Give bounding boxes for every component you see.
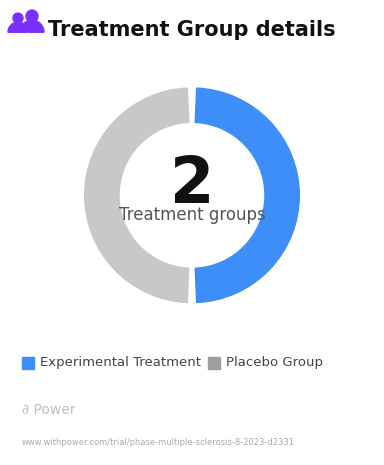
Text: Experimental Treatment: Experimental Treatment (40, 356, 201, 369)
Circle shape (26, 10, 38, 22)
Text: 2: 2 (170, 153, 214, 216)
Text: Placebo Group: Placebo Group (226, 356, 323, 369)
Text: Treatment groups: Treatment groups (119, 206, 265, 224)
Wedge shape (20, 20, 44, 32)
Text: ♨: ♨ (27, 32, 28, 33)
FancyBboxPatch shape (22, 357, 34, 369)
FancyBboxPatch shape (208, 357, 220, 369)
Text: Treatment Group details: Treatment Group details (48, 20, 336, 40)
Wedge shape (85, 88, 189, 303)
Text: www.withpower.com/trial/phase-multiple-sclerosis-8-2023-d2331: www.withpower.com/trial/phase-multiple-s… (22, 438, 295, 447)
Circle shape (13, 13, 23, 23)
Wedge shape (195, 88, 299, 303)
Wedge shape (8, 22, 28, 32)
Text: ∂ Power: ∂ Power (22, 403, 76, 417)
